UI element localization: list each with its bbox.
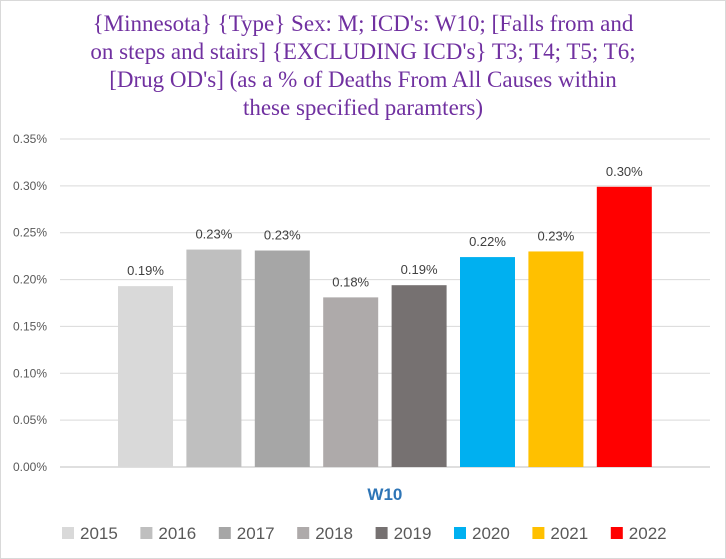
bar-2016 bbox=[186, 249, 242, 467]
chart-title-line: {Minnesota} {Type} Sex: M; ICD's: W10; [… bbox=[92, 11, 634, 36]
x-axis: W10 bbox=[367, 485, 402, 504]
x-category-label: W10 bbox=[367, 485, 402, 504]
legend-label: 2015 bbox=[80, 524, 118, 543]
data-label: 0.19% bbox=[127, 263, 164, 278]
legend: 2015 2016 2017 2018 2019 2020 2021 2022 bbox=[62, 524, 667, 543]
legend-label: 2016 bbox=[158, 524, 196, 543]
chart-title-line: on steps and stairs] {EXCLUDING ICD's} T… bbox=[90, 39, 636, 64]
y-tick-label: 0.30% bbox=[13, 179, 47, 193]
legend-swatch bbox=[297, 527, 310, 539]
bar-2018 bbox=[323, 297, 379, 467]
y-tick-label: 0.05% bbox=[13, 413, 47, 427]
legend-swatch bbox=[610, 527, 623, 539]
chart-title-line: these specified paramters) bbox=[242, 95, 484, 120]
bar-2017 bbox=[254, 250, 310, 467]
data-label: 0.23% bbox=[264, 228, 301, 243]
data-labels: 0.19% 0.23% 0.23% 0.18% 0.19% 0.22% 0.23% 0.30% bbox=[127, 164, 643, 290]
legend-label: 2022 bbox=[629, 524, 667, 543]
legend-label: 2020 bbox=[472, 524, 510, 543]
data-label: 0.23% bbox=[195, 227, 232, 242]
bar-2019 bbox=[391, 285, 447, 467]
legend-swatch bbox=[454, 527, 466, 539]
legend-label: 2018 bbox=[315, 524, 353, 543]
legend-swatch bbox=[532, 527, 545, 539]
y-axis: 0.00% 0.05% 0.10% 0.15% 0.20% 0.25% 0.30% 0.35% bbox=[13, 132, 47, 474]
legend-swatch bbox=[140, 527, 153, 539]
data-label: 0.23% bbox=[537, 228, 574, 243]
y-tick-label: 0.00% bbox=[13, 460, 47, 474]
legend-label: 2019 bbox=[394, 524, 432, 543]
y-tick-label: 0.10% bbox=[13, 366, 47, 380]
legend-swatch bbox=[375, 527, 388, 539]
y-tick-label: 0.25% bbox=[13, 226, 47, 240]
bar-series bbox=[118, 186, 652, 467]
legend-label: 2021 bbox=[550, 524, 588, 543]
data-label: 0.19% bbox=[401, 262, 438, 277]
chart-title-line: [Drug OD's] (as a % of Deaths From All C… bbox=[109, 67, 617, 92]
data-label: 0.22% bbox=[469, 234, 506, 249]
bar-2021 bbox=[528, 251, 584, 467]
legend-label: 2017 bbox=[237, 524, 275, 543]
y-tick-label: 0.35% bbox=[13, 132, 47, 146]
bar-2022 bbox=[596, 186, 652, 467]
bar-2020 bbox=[460, 257, 515, 467]
y-tick-label: 0.20% bbox=[13, 273, 47, 287]
y-tick-label: 0.15% bbox=[13, 319, 47, 333]
data-label: 0.30% bbox=[606, 164, 643, 179]
chart-title: {Minnesota} {Type} Sex: M; ICD's: W10; [… bbox=[40, 10, 686, 122]
bar-2015 bbox=[118, 286, 173, 467]
legend-swatch bbox=[218, 527, 231, 539]
legend-swatch bbox=[62, 527, 74, 539]
data-label: 0.18% bbox=[332, 274, 369, 289]
